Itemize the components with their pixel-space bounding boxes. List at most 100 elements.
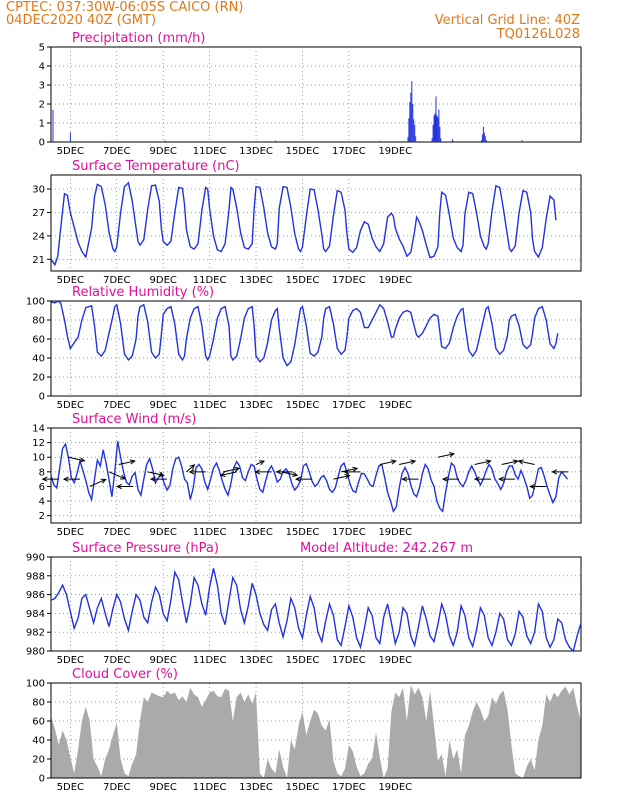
pressure-y-tick-label: 980 <box>26 647 45 658</box>
wind-arrow-shaft <box>281 471 298 476</box>
wind-arrow-head <box>234 466 241 472</box>
cloud-cover-y-tick-label: 20 <box>32 755 45 766</box>
temperature-x-tick-label: 13DEC <box>239 275 273 286</box>
precipitation-title: Precipitation (mm/h) <box>72 31 205 46</box>
pressure-x-tick-label: 13DEC <box>239 655 273 666</box>
wind-arrow-shaft <box>399 460 416 466</box>
temperature-series-line <box>50 181 557 267</box>
wind-arrow <box>188 469 206 475</box>
temperature-y-tick-label: 21 <box>32 255 45 266</box>
pressure-panel: 5DEC 7DEC 9DEC 11DEC 13DEC 15DEC 17DEC 19DEC 980… <box>26 541 582 666</box>
wind-y-tick-label: 6 <box>39 482 45 493</box>
humidity-x-tick-label: 19DEC <box>378 400 412 411</box>
wind-arrow-head <box>344 474 351 480</box>
precipitation-bar <box>104 141 106 142</box>
pressure-frame <box>50 556 582 652</box>
cloud-cover-area <box>51 684 581 778</box>
precipitation-bar <box>432 124 434 142</box>
temperature-x-tick-label: 17DEC <box>332 275 366 286</box>
wind-arrow <box>473 476 492 482</box>
pressure-x-tick-label: 11DEC <box>193 655 227 666</box>
wind-series-line <box>50 441 569 513</box>
precipitation-bar <box>482 126 484 142</box>
cloud-cover-y-tick-label: 40 <box>32 736 45 747</box>
humidity-x-tick-label: 9DEC <box>150 400 177 411</box>
precipitation-y-tick-label: 4 <box>39 62 45 73</box>
precipitation-x-tick-label: 9DEC <box>150 146 177 157</box>
wind-arrow-shaft <box>501 460 518 466</box>
precipitation-bar <box>433 115 435 142</box>
pressure-y-tick-label: 986 <box>26 590 45 601</box>
wind-arrow-head <box>473 476 480 482</box>
precipitation-bar <box>521 140 523 142</box>
precipitation-bar <box>415 136 417 142</box>
precipitation-bar <box>484 136 486 142</box>
wind-arrow <box>281 471 299 477</box>
precipitation-bar <box>412 104 414 142</box>
humidity-y-tick-label: 0 <box>39 392 45 403</box>
precipitation-bar <box>407 137 409 142</box>
wind-arrow <box>41 476 59 482</box>
pressure-x-tick-label: 17DEC <box>332 655 366 666</box>
wind-arrow-head <box>120 474 127 480</box>
run-date: 04DEC2020 40Z (GMT) <box>6 13 157 28</box>
humidity-series-line <box>50 300 559 367</box>
wind-arrow-head <box>401 476 408 482</box>
temperature-x-tick-label: 9DEC <box>150 275 177 286</box>
pressure-y-tick-label: 988 <box>26 571 45 582</box>
precipitation-bar <box>483 132 485 142</box>
wind-arrow <box>401 476 419 482</box>
wind-arrow <box>89 478 107 487</box>
wind-arrow-shaft <box>223 467 240 473</box>
precipitation-bar <box>438 109 440 142</box>
precipitation-x-tick-label: 19DEC <box>378 146 412 157</box>
wind-arrow <box>149 476 168 482</box>
wind-y-tick-label: 10 <box>32 453 45 464</box>
wind-x-tick-label: 11DEC <box>193 527 227 538</box>
wind-arrow-head <box>116 483 122 490</box>
wind-title: Surface Wind (m/s) <box>72 412 196 427</box>
precipitation-bar <box>480 140 482 142</box>
pressure-series-line <box>50 568 582 653</box>
cloud-cover-x-tick-label: 19DEC <box>378 782 412 793</box>
precipitation-bar <box>436 115 438 142</box>
wind-arrow <box>108 471 127 480</box>
wind-arrow-shaft <box>118 460 135 466</box>
cloud-cover-title: Cloud Cover (%) <box>72 667 178 682</box>
wind-arrow <box>275 469 293 475</box>
wind-arrow <box>501 459 519 466</box>
humidity-x-tick-label: 11DEC <box>193 400 227 411</box>
pressure-x-tick-label: 5DEC <box>57 655 84 666</box>
pressure-y-tick-label: 990 <box>26 553 45 564</box>
precipitation-bar <box>435 96 437 142</box>
wind-x-tick-label: 17DEC <box>332 527 366 538</box>
wind-arrow <box>68 456 86 463</box>
wind-arrow-head <box>275 469 282 475</box>
precipitation-bar <box>485 140 487 142</box>
cloud-cover-x-tick-label: 5DEC <box>57 782 84 793</box>
humidity-x-tick-label: 17DEC <box>332 400 366 411</box>
cloud-cover-frame-top <box>50 682 582 779</box>
wind-arrow <box>186 464 196 473</box>
precipitation-x-tick-label: 7DEC <box>103 146 130 157</box>
wind-arrow-shaft <box>255 460 265 465</box>
wind-arrow-head <box>189 464 196 470</box>
precipitation-x-tick-label: 15DEC <box>286 146 320 157</box>
model-id: TQ0126L028 <box>496 27 580 42</box>
temperature-y-tick-label: 27 <box>32 208 45 219</box>
cloud-cover-y-tick-label: 60 <box>32 717 45 728</box>
wind-y-tick-label: 2 <box>39 511 45 522</box>
wind-arrow-shaft <box>147 471 164 476</box>
wind-arrow <box>399 459 417 466</box>
wind-arrow <box>254 469 272 475</box>
cloud-cover-x-tick-label: 7DEC <box>103 782 130 793</box>
temperature-panel: 5DEC 7DEC 9DEC 11DEC 13DEC 15DEC 17DEC 19DEC 21 2… <box>32 159 582 286</box>
precipitation-bar <box>481 134 483 142</box>
wind-y-tick-label: 14 <box>32 424 45 435</box>
humidity-y-tick-label: 40 <box>32 354 45 365</box>
humidity-x-tick-label: 5DEC <box>57 400 84 411</box>
wind-arrow <box>551 469 569 475</box>
wind-arrow-head <box>292 471 299 477</box>
cloud-cover-x-tick-label: 15DEC <box>286 782 320 793</box>
wind-arrow <box>116 483 134 490</box>
